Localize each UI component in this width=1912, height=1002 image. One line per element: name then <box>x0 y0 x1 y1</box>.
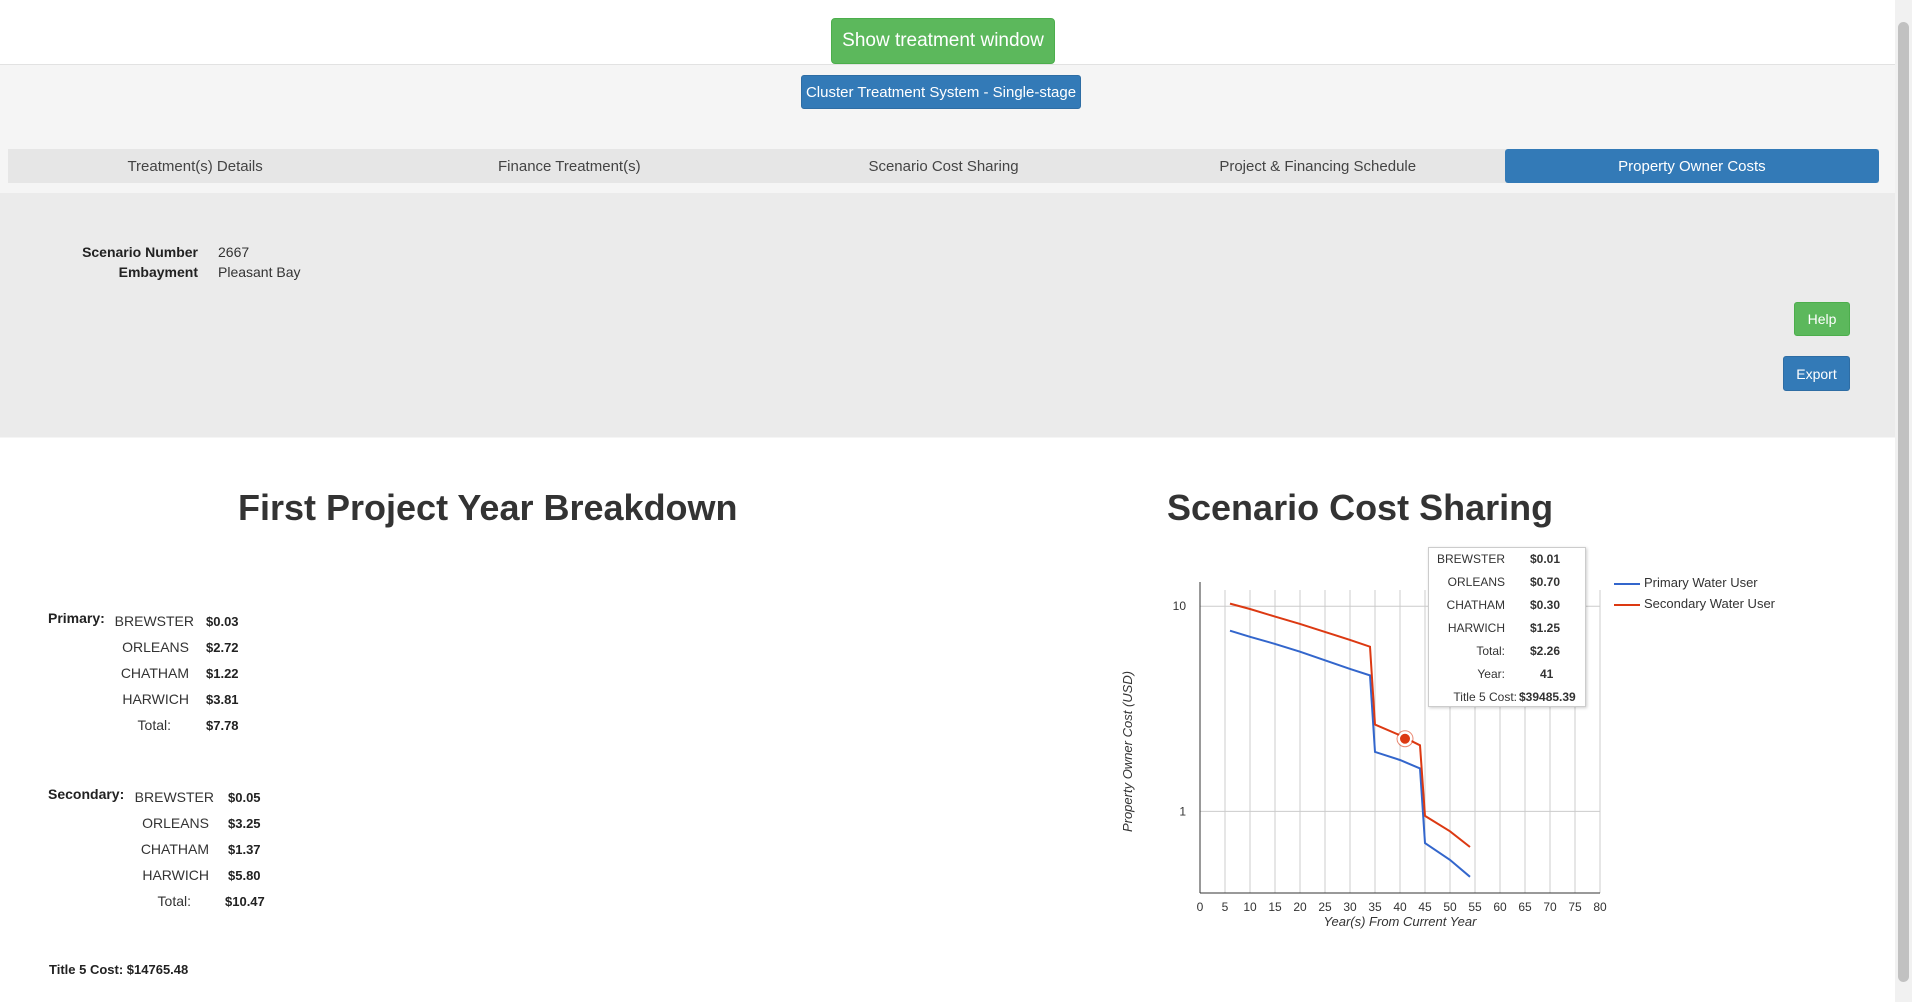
chart-tooltip: BREWSTER $0.01 ORLEANS $0.70 CHATHAM $0.30 … <box>1428 547 1586 707</box>
tooltip-row: Year: 41 <box>1477 667 1554 681</box>
secondary-total-value: $10.47 <box>225 894 265 909</box>
x-tick-label: 35 <box>1368 900 1382 914</box>
highlighted-point-ring <box>1396 730 1414 748</box>
secondary-cost-orleans: $3.25 <box>228 816 261 831</box>
x-tick-label: 45 <box>1418 900 1432 914</box>
tooltip-row: Title 5 Cost: $39485.39 <box>1453 690 1576 704</box>
secondary-town-brewster: BREWSTER <box>134 789 214 805</box>
legend-secondary-label[interactable]: Secondary Water User <box>1644 596 1776 611</box>
legend-primary-label[interactable]: Primary Water User <box>1644 575 1758 590</box>
title5-cost-value: $14765.48 <box>126 962 189 977</box>
property-owner-cost-chart: 0 5 10 15 20 25 30 35 40 45 50 55 60 65 70 75 80 1 10 Year(… <box>1120 582 1607 929</box>
scrollbar-thumb[interactable] <box>1898 22 1909 982</box>
tab-treatment-details[interactable]: Treatment(s) Details <box>127 157 263 175</box>
tooltip-row: ORLEANS $0.70 <box>1447 575 1561 589</box>
x-tick-label: 80 <box>1593 900 1607 914</box>
legend-primary-swatch <box>1614 583 1640 585</box>
x-tick-label: 25 <box>1318 900 1332 914</box>
scenario-number-label: Scenario Number <box>82 244 198 260</box>
x-tick-label: 55 <box>1468 900 1482 914</box>
x-tick-label: 60 <box>1493 900 1507 914</box>
breakdown-title: First Project Year Breakdown <box>238 487 738 528</box>
secondary-town-orleans: ORLEANS <box>142 815 209 831</box>
tab-project-financing-schedule[interactable]: Project & Financing Schedule <box>1219 157 1417 175</box>
title5-cost-label: Title 5 Cost: <box>49 962 124 977</box>
embayment-label: Embayment <box>118 264 198 280</box>
y-axis-label: Property Owner Cost (USD) <box>1120 671 1135 832</box>
series-line-primary-water-user <box>1229 629 1471 878</box>
primary-total-value: $7.78 <box>206 718 239 733</box>
primary-cost-harwich: $3.81 <box>206 692 239 707</box>
x-tick-label: 5 <box>1222 900 1229 914</box>
cost-sharing-title: Scenario Cost Sharing <box>1167 487 1554 528</box>
show-treatment-window-button[interactable]: Show treatment window <box>831 18 1055 64</box>
secondary-cost-brewster: $0.05 <box>228 790 261 805</box>
x-tick-label: 10 <box>1243 900 1257 914</box>
primary-town-brewster: BREWSTER <box>114 613 194 629</box>
treatment-type-button[interactable]: Cluster Treatment System - Single-stage <box>801 75 1081 109</box>
export-button[interactable]: Export <box>1783 356 1850 391</box>
x-tick-label: 50 <box>1443 900 1457 914</box>
secondary-label: Secondary: <box>48 786 125 802</box>
primary-town-orleans: ORLEANS <box>122 639 189 655</box>
tab-scenario-cost-sharing[interactable]: Scenario Cost Sharing <box>868 157 1019 175</box>
title5-cost: Title 5 Cost: $14765.48 <box>49 962 188 977</box>
tab-bar: Treatment(s) Details Finance Treatment(s… <box>8 149 1880 183</box>
series-line-secondary-water-user <box>1229 602 1471 848</box>
tab-property-owner-costs[interactable]: Property Owner Costs <box>1504 149 1880 183</box>
x-tick-label: 0 <box>1197 900 1204 914</box>
y-tick-label: 10 <box>1173 599 1187 613</box>
tooltip-row: HARWICH $1.25 <box>1447 621 1561 635</box>
x-tick-label: 40 <box>1393 900 1407 914</box>
legend-secondary-swatch <box>1614 604 1640 606</box>
y-tick-label: 1 <box>1179 804 1186 818</box>
x-tick-label: 70 <box>1543 900 1557 914</box>
primary-town-harwich: HARWICH <box>122 691 189 707</box>
scenario-number-value: 2667 <box>218 244 250 260</box>
tooltip-row: BREWSTER $0.01 <box>1436 552 1561 566</box>
tab-finance-treatments[interactable]: Finance Treatment(s) <box>498 157 641 175</box>
info-panel <box>0 193 1895 437</box>
tooltip-row: CHATHAM $0.30 <box>1446 598 1561 612</box>
x-axis-label: Year(s) From Current Year <box>1324 914 1478 929</box>
primary-total-label: Total: <box>137 717 171 733</box>
primary-town-chatham: CHATHAM <box>120 665 189 681</box>
x-tick-label: 15 <box>1268 900 1282 914</box>
primary-label: Primary: <box>48 610 105 626</box>
x-tick-label: 20 <box>1293 900 1307 914</box>
primary-cost-orleans: $2.72 <box>206 640 239 655</box>
top-bar: Show treatment window <box>0 0 1895 65</box>
secondary-total-label: Total: <box>157 893 191 909</box>
x-tick-label: 65 <box>1518 900 1532 914</box>
embayment-value: Pleasant Bay <box>218 264 301 280</box>
primary-cost-brewster: $0.03 <box>206 614 239 629</box>
highlighted-point <box>1398 731 1412 746</box>
primary-cost-chatham: $1.22 <box>206 666 239 681</box>
tooltip-row: Total: $2.26 <box>1476 644 1561 658</box>
secondary-cost-harwich: $5.80 <box>228 868 261 883</box>
secondary-town-harwich: HARWICH <box>142 867 209 883</box>
help-button[interactable]: Help <box>1794 302 1850 336</box>
secondary-town-chatham: CHATHAM <box>140 841 209 857</box>
secondary-cost-chatham: $1.37 <box>228 842 261 857</box>
x-tick-label: 30 <box>1343 900 1357 914</box>
x-tick-label: 75 <box>1568 900 1582 914</box>
